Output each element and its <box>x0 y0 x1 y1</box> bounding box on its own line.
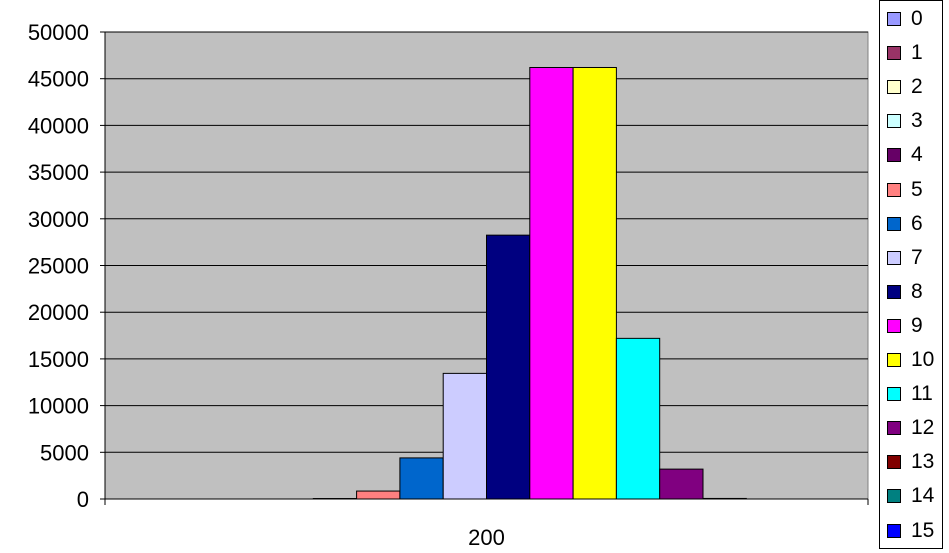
bar-series-6 <box>399 457 444 500</box>
legend-item: 13 <box>887 445 934 479</box>
legend-swatch <box>887 421 901 436</box>
legend-swatch <box>887 284 901 299</box>
y-tick-label: 50000 <box>28 20 89 45</box>
legend-label: 15 <box>911 518 935 542</box>
y-tick-label: 20000 <box>28 300 89 325</box>
legend-label: 8 <box>911 279 923 303</box>
bars <box>312 66 747 500</box>
legend-swatch <box>887 489 901 504</box>
legend-swatch <box>887 148 901 163</box>
bar-series-9 <box>529 66 574 500</box>
legend-label: 7 <box>911 245 923 269</box>
legend-item: 14 <box>887 479 934 513</box>
gridlines <box>105 31 868 453</box>
legend-item: 12 <box>887 411 934 445</box>
legend-item: 4 <box>887 138 923 172</box>
legend-label: 9 <box>911 313 923 337</box>
legend-item: 11 <box>887 377 933 411</box>
legend-swatch <box>887 12 901 26</box>
legend-label: 11 <box>911 382 933 406</box>
legend-swatch <box>887 250 901 265</box>
legend-item: 15 <box>887 514 934 548</box>
legend-swatch <box>887 216 901 231</box>
legend-swatch <box>887 387 901 402</box>
y-tick-label: 45000 <box>28 67 89 92</box>
y-tick-label: 15000 <box>28 347 89 372</box>
bar-series-12 <box>659 468 704 500</box>
y-tick-label: 5000 <box>40 440 89 465</box>
y-tick-label: 10000 <box>28 394 89 419</box>
legend-item: 1 <box>887 36 923 70</box>
legend-swatch <box>887 318 901 333</box>
legend-label: 1 <box>911 41 923 65</box>
y-tick-label: 30000 <box>28 207 89 232</box>
bar-series-11 <box>615 337 661 500</box>
y-axis: 0 5000 10000 15000 20000 25000 30000 35000 40000… <box>28 20 106 512</box>
legend-item: 8 <box>887 275 923 309</box>
legend-swatch <box>887 80 901 95</box>
legend-swatch <box>887 455 901 470</box>
legend: 0 1 2 3 4 5 6 7 8 9 10 11 12 13 14 15 <box>879 0 943 549</box>
legend-swatch <box>887 182 901 197</box>
legend-label: 4 <box>911 143 923 167</box>
y-tick-label: 35000 <box>28 160 89 185</box>
legend-label: 3 <box>911 109 923 133</box>
x-axis: 200 <box>104 498 869 550</box>
legend-swatch <box>887 114 901 129</box>
legend-label: 10 <box>911 348 935 371</box>
legend-item: 0 <box>887 2 923 36</box>
legend-label: 12 <box>911 416 935 440</box>
legend-item: 5 <box>887 173 923 207</box>
legend-item: 2 <box>887 70 923 104</box>
x-tick-label: 200 <box>468 525 505 550</box>
legend-label: 2 <box>911 75 923 99</box>
legend-label: 0 <box>911 7 923 30</box>
legend-item: 9 <box>887 309 923 343</box>
legend-item: 6 <box>887 207 923 241</box>
legend-swatch <box>887 46 901 61</box>
legend-label: 6 <box>911 211 923 235</box>
legend-swatch <box>887 353 901 367</box>
legend-label: 13 <box>911 450 935 474</box>
y-tick-label: 40000 <box>28 113 89 138</box>
bar-series-8 <box>486 234 531 500</box>
legend-swatch <box>887 523 901 538</box>
bar-series-10 <box>572 66 617 500</box>
y-tick-label: 25000 <box>28 254 89 279</box>
legend-item: 3 <box>887 104 923 138</box>
legend-item: 10 <box>887 343 934 377</box>
bar-series-5 <box>356 490 401 500</box>
legend-label: 5 <box>911 177 923 201</box>
y-tick-label: 0 <box>77 487 89 512</box>
legend-label: 14 <box>911 484 935 508</box>
legend-item: 7 <box>887 241 923 275</box>
bar-series-7 <box>442 372 488 500</box>
